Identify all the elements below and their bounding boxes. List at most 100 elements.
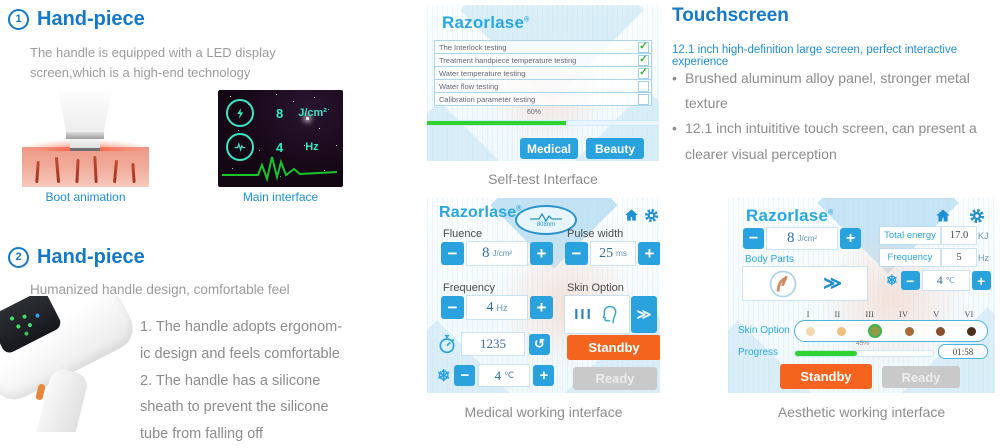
skin-level-label: II: [834, 309, 841, 319]
check-label: Water temperature testing: [439, 68, 526, 78]
selftest-progress-track: [427, 120, 659, 126]
medical-working-panel: Razorlase® 808nm Fluence − 8 J/cm² + Pul…: [427, 198, 660, 393]
pulse-plus-button[interactable]: +: [638, 242, 660, 265]
cooling-minus-button[interactable]: −: [900, 271, 920, 290]
skin-level-numerals: I II III IV V VI: [794, 309, 986, 319]
skin-tone-dot[interactable]: [904, 326, 914, 336]
pulse-icon: [530, 212, 562, 222]
wavelength-label: 808nm: [536, 221, 556, 228]
timer-control: 1235 ↺: [437, 333, 550, 355]
wavelength-badge: 808nm: [515, 205, 577, 235]
fluence-control: − 8 J/cm² +: [441, 242, 553, 265]
brochure-page: { "colors": { "heading_blue": "#1578c8",…: [0, 0, 1000, 432]
progress-label: Progress: [738, 347, 779, 358]
standby-button[interactable]: Standby: [567, 335, 660, 360]
razorlase-logo: Razorlase®: [442, 13, 529, 33]
frequency-value: 4: [486, 299, 494, 315]
touchscreen-bullets: Brushed aluminum alloy panel, stronger m…: [672, 66, 994, 167]
boot-animation-caption: Boot animation: [45, 190, 126, 204]
body-parts-box[interactable]: ≫: [743, 267, 867, 300]
checkbox[interactable]: [638, 80, 649, 92]
logo-registered-mark: ®: [516, 205, 522, 213]
skin-option-box[interactable]: III: [565, 296, 629, 333]
note-line: 1. The handle adopts ergonom-: [140, 319, 343, 335]
cooling-minus-button[interactable]: −: [454, 365, 476, 386]
ready-button[interactable]: Ready: [573, 367, 657, 390]
razorlase-logo: Razorlase®: [439, 204, 522, 222]
fluence-minus-button[interactable]: −: [441, 242, 464, 265]
fluence-minus-button[interactable]: −: [743, 228, 764, 249]
frequency-label: Frequency: [880, 249, 940, 266]
main-interface-caption: Main interface: [242, 190, 319, 204]
medical-button[interactable]: Medical: [520, 138, 578, 159]
skin-tone-dot[interactable]: [806, 326, 816, 336]
ready-button[interactable]: Ready: [882, 366, 960, 388]
checkbox[interactable]: ✓: [638, 54, 649, 66]
checklist-row: Treatment handpiece temperature testing …: [434, 53, 652, 67]
frequency-unit: Hz: [496, 302, 508, 313]
skin-level-label: III: [865, 309, 874, 319]
checkbox[interactable]: [638, 93, 649, 105]
check-icon: ✓: [639, 67, 648, 78]
skin-level-label: V: [933, 309, 940, 319]
gear-icon[interactable]: [969, 208, 985, 224]
timer-reset-button[interactable]: ↺: [529, 333, 550, 355]
frequency-minus-button[interactable]: −: [441, 296, 464, 319]
fluence-unit: J/cm²: [492, 249, 513, 258]
touchscreen-title: Touchscreen: [672, 5, 789, 26]
skin-tone-dot-selected[interactable]: [868, 324, 883, 338]
gear-icon[interactable]: [644, 208, 659, 223]
pulse-minus-button[interactable]: −: [565, 242, 588, 265]
skin-tone-dot[interactable]: [837, 326, 847, 336]
fluence-label: Fluence: [443, 228, 483, 240]
check-label: The Interlock testing: [439, 42, 507, 52]
cooling-value-box: 4 ℃: [479, 365, 530, 386]
checklist-row: Water flow testing: [434, 79, 652, 93]
skin-level-label: IV: [899, 309, 908, 319]
skin-tone-dot[interactable]: [935, 326, 945, 336]
progress-track: [794, 350, 934, 357]
section2-number-badge: 2: [8, 247, 29, 268]
home-icon[interactable]: [623, 207, 640, 223]
cooling-plus-button[interactable]: +: [971, 271, 991, 290]
aesthetic-working-panel: Razorlase® − 8 J/cm² + Body Parts ≫ Tota…: [728, 198, 995, 393]
total-energy-row: Total energy 17.0 KJ: [880, 227, 989, 244]
checklist-row: The Interlock testing ✓: [434, 40, 652, 54]
total-energy-label: Total energy: [880, 227, 940, 244]
cooling-plus-button[interactable]: +: [533, 365, 555, 386]
section2-title: Hand-piece: [37, 246, 145, 268]
frequency-unit: Hz: [978, 252, 989, 263]
section1-title: Hand-piece: [37, 8, 145, 30]
home-icon[interactable]: [934, 207, 952, 224]
body-parts-more-button[interactable]: ≫: [823, 273, 842, 293]
fluence-unit: J/cm²: [797, 234, 818, 243]
timer-value: 1235: [480, 336, 506, 351]
selftest-progress-percent: 60%: [527, 109, 542, 116]
fluence-plus-button[interactable]: +: [840, 228, 861, 249]
progress-fill: [795, 351, 858, 356]
note-line: tube from falling off: [140, 426, 264, 443]
frequency-control: − 4 Hz +: [441, 296, 553, 319]
skin-tone-dot[interactable]: [966, 326, 976, 336]
section1-description: The handle is equipped with a LED displa…: [30, 45, 276, 80]
bullet-item: Brushed aluminum alloy panel, stronger m…: [672, 66, 994, 116]
check-label: Calibration parameter testing: [439, 94, 536, 104]
skin-more-button[interactable]: ≫: [631, 296, 657, 333]
checklist-row: Water temperature testing ✓: [434, 66, 652, 80]
checkbox[interactable]: ✓: [638, 67, 649, 79]
fluence-plus-button[interactable]: +: [530, 242, 553, 265]
pulse-icon: [226, 133, 254, 161]
selftest-progress-fill: [427, 121, 567, 125]
pulse-width-control: − 25 ms +: [565, 242, 660, 265]
led-fluence-unit: J/cm²: [298, 107, 327, 119]
starfield-decor: [218, 90, 219, 91]
snowflake-icon: ❄: [437, 367, 451, 385]
timer-value-box: 1235: [462, 333, 524, 355]
standby-button[interactable]: Standby: [780, 364, 872, 389]
checkbox[interactable]: ✓: [638, 41, 649, 53]
selftest-checklist: The Interlock testing ✓ Treatment handpi…: [434, 40, 652, 106]
beauty-button[interactable]: Beauty: [586, 138, 644, 159]
note-line: ic design and feels comfortable: [140, 345, 340, 362]
frequency-plus-button[interactable]: +: [530, 296, 553, 319]
ecg-waveform: [222, 156, 338, 183]
